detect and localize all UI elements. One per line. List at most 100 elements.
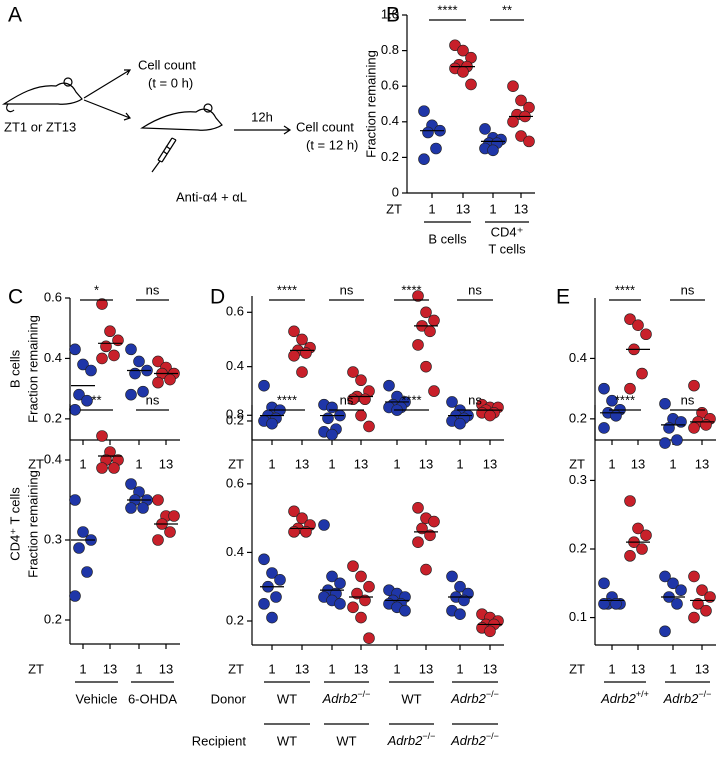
data-point (424, 529, 436, 542)
data-point (288, 349, 300, 362)
group-label: WT (277, 691, 297, 706)
x-axis-label: ZT (228, 661, 244, 676)
data-point (598, 422, 610, 434)
data-point (507, 116, 519, 128)
group-label: Adrb2−/− (387, 731, 436, 748)
x-tick-label: 1 (328, 456, 335, 471)
y-tick-label: 0.2 (44, 611, 62, 626)
significance-label: ns (340, 282, 354, 297)
x-tick-label: 1 (79, 661, 86, 676)
data-point (598, 382, 610, 395)
data-point (688, 611, 700, 624)
x-tick-label: 1 (135, 456, 142, 471)
data-point (479, 123, 491, 135)
data-point (300, 347, 312, 359)
y-axis-label: B cells (7, 349, 22, 388)
data-point (688, 379, 700, 392)
data-point (96, 430, 108, 442)
data-point (347, 560, 359, 572)
data-point (96, 298, 108, 310)
significance-label: ns (340, 392, 354, 407)
data-point (296, 333, 308, 346)
group-label: Adrb2+/+ (600, 689, 649, 706)
data-point (85, 364, 97, 377)
data-point (69, 343, 81, 356)
row-label: Donor (211, 691, 247, 706)
data-point (515, 94, 527, 107)
significance-label: **** (437, 2, 457, 17)
x-axis-label: ZT (569, 661, 585, 676)
x-tick-label: 13 (159, 661, 173, 676)
data-point (632, 319, 644, 331)
significance-label: **** (401, 282, 421, 297)
data-point (81, 566, 93, 578)
data-point (420, 360, 432, 373)
data-point (266, 567, 278, 579)
x-tick-label: 13 (354, 456, 368, 471)
mouse (140, 108, 223, 131)
x-axis-label: ZT (228, 456, 244, 471)
data-point (523, 135, 535, 148)
significance-label: ** (91, 392, 101, 407)
data-point (152, 494, 164, 506)
data-point (688, 570, 700, 583)
data-point (296, 366, 308, 378)
data-point (81, 394, 93, 407)
data-point (671, 598, 683, 610)
data-point (96, 352, 108, 365)
data-point (663, 422, 675, 434)
row-label: Recipient (192, 733, 247, 748)
y-tick-label: 1.0 (381, 6, 399, 21)
data-point (487, 144, 499, 157)
data-point (334, 577, 346, 590)
x-tick-label: 1 (669, 661, 676, 676)
data-point (636, 543, 648, 555)
group-label: Vehicle (76, 691, 118, 706)
data-point (152, 534, 164, 546)
significance-label: **** (277, 392, 297, 407)
data-point (454, 580, 466, 593)
x-axis-label: ZT (28, 456, 44, 471)
x-tick-label: 1 (268, 661, 275, 676)
x-tick-label: 1 (608, 661, 615, 676)
data-point (258, 598, 270, 610)
x-tick-label: 13 (103, 661, 117, 676)
data-point (334, 598, 346, 610)
significance-label: **** (615, 392, 635, 407)
y-tick-label: 0.4 (44, 451, 62, 466)
data-point (688, 422, 700, 434)
data-point (258, 379, 270, 392)
panel-label: C (8, 286, 23, 309)
group-label: Adrb2−/− (663, 689, 712, 706)
data-point (96, 462, 108, 474)
x-tick-label: 1 (608, 456, 615, 471)
x-tick-label: 1 (268, 456, 275, 471)
data-point (288, 505, 300, 518)
data-point (412, 339, 424, 351)
data-point (133, 355, 145, 368)
label: (t = 12 h) (306, 137, 358, 152)
x-tick-label: 1 (328, 661, 335, 676)
x-tick-label: 13 (295, 456, 309, 471)
y-tick-label: 0.6 (381, 78, 399, 93)
y-tick-label: 0.2 (381, 149, 399, 164)
arrow (234, 125, 292, 135)
label: Cell count (296, 119, 354, 134)
data-point (125, 388, 137, 401)
group-label: WT (336, 733, 356, 748)
label: 12h (251, 109, 273, 124)
data-point (412, 536, 424, 548)
group-label: WT (401, 691, 421, 706)
data-point (125, 502, 137, 514)
data-point (399, 604, 411, 617)
y-tick-label: 0.6 (44, 289, 62, 304)
data-point (458, 594, 470, 607)
data-point (606, 394, 618, 407)
x-tick-label: 13 (295, 661, 309, 676)
data-point (418, 105, 430, 117)
y-axis-label: CD4⁺ T cells (7, 487, 22, 561)
data-point (640, 529, 652, 542)
data-point (363, 420, 375, 433)
x-tick-label: 1 (428, 201, 435, 216)
label: (t = 0 h) (148, 75, 193, 90)
